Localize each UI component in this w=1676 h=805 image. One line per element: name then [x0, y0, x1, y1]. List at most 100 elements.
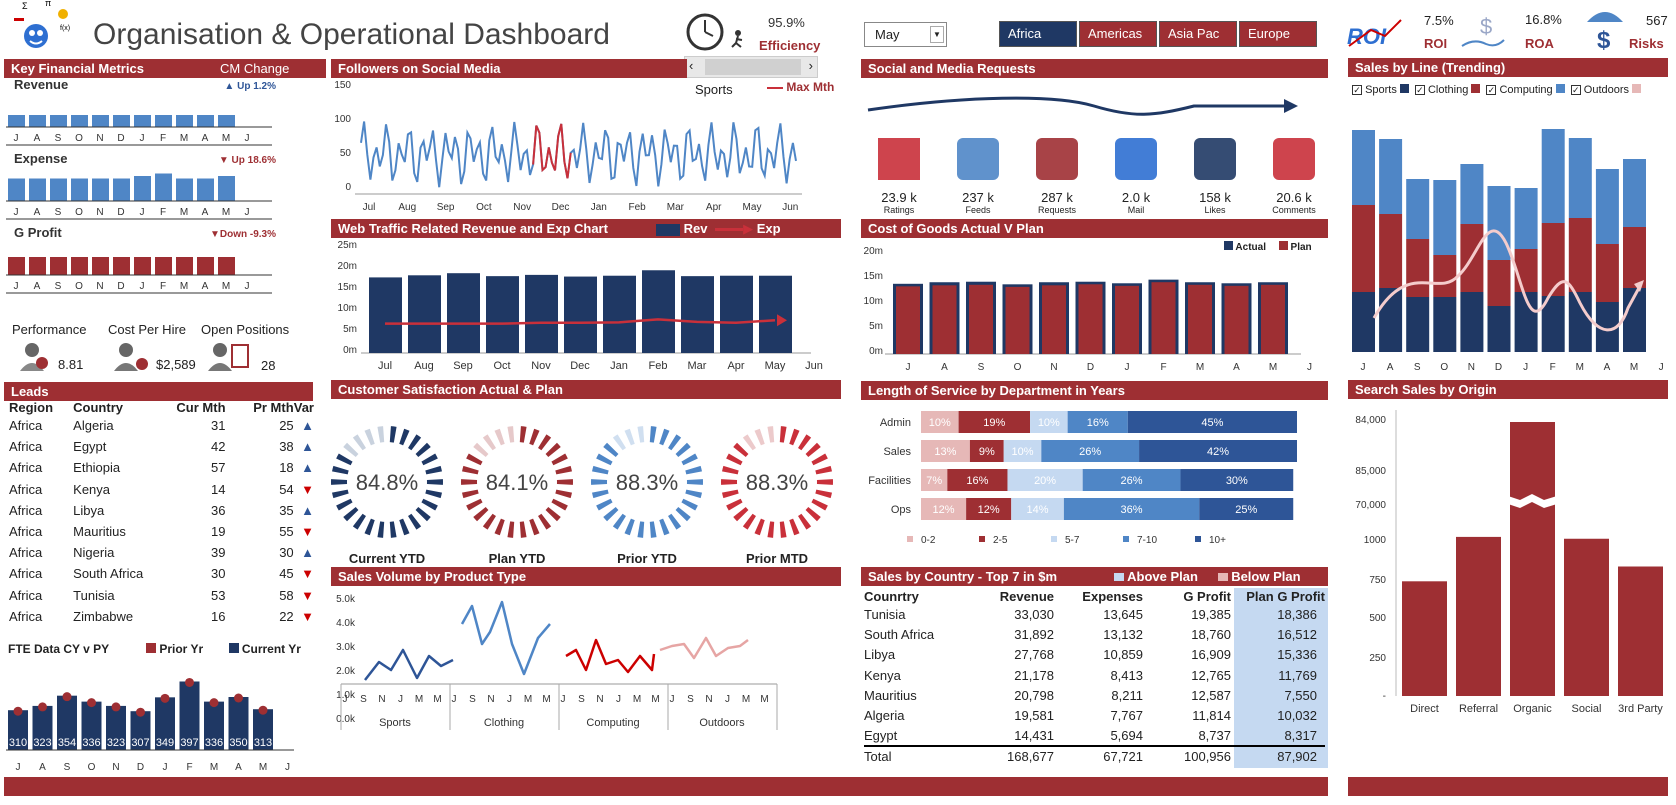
svg-text:f(x): f(x) — [60, 25, 70, 32]
arrow-up-icon: ▲ — [301, 439, 314, 455]
sso-bar — [1618, 566, 1663, 696]
sbl-legend[interactable]: ✓ Sports ✓ Clothing ✓ Computing ✓ Outdoo… — [1348, 84, 1673, 96]
month-select-value: May — [875, 27, 900, 42]
csat-segment — [425, 465, 442, 475]
csat-segment — [462, 489, 479, 499]
web-month-label: Nov — [531, 360, 551, 372]
slider-thumb[interactable] — [705, 59, 801, 75]
web-month-label: Feb — [649, 360, 668, 372]
region-europe-button[interactable]: Europe — [1239, 21, 1317, 47]
mascot-icon: Σ π f(x) — [14, 0, 70, 48]
slider[interactable]: ‹ › — [684, 56, 818, 78]
leads-row: Africa Zimbabwe 16 22 ▼ — [9, 606, 314, 627]
chevron-down-icon[interactable]: ▼ — [930, 26, 944, 43]
csat-segment — [637, 521, 645, 538]
gprofit-month-label: F — [160, 281, 166, 292]
region-africa-button[interactable]: Africa — [999, 21, 1077, 47]
slider-right-arrow[interactable]: › — [808, 58, 813, 73]
leads-cell: Africa — [9, 524, 43, 540]
sbl-legend-swatch — [1632, 84, 1642, 93]
slider-left-arrow[interactable]: ‹ — [689, 58, 694, 73]
fte-prior-marker — [258, 705, 268, 715]
los-segment — [1007, 469, 1083, 491]
los-segment — [921, 498, 967, 520]
sso-category-label: Referral — [1459, 703, 1498, 715]
csat-segment — [555, 465, 572, 475]
los-legend-label: 2-5 — [993, 535, 1008, 546]
sbl-computing-bar — [1352, 130, 1375, 205]
fte-prior-marker — [38, 702, 47, 712]
checkbox-icon[interactable]: ✓ — [1570, 85, 1581, 95]
los-segment-label: 16% — [966, 475, 988, 487]
csat-segment — [685, 465, 702, 475]
fte-prior-marker — [209, 698, 219, 708]
sct-col-expenses: Expenses — [1082, 589, 1143, 604]
los-segment-label: 20% — [1034, 475, 1056, 487]
csat-segment — [722, 489, 739, 499]
leads-row: Africa Algeria 31 25 ▲ — [9, 415, 314, 436]
csat-segment — [779, 521, 787, 538]
sct-col-revenue: Revenue — [999, 589, 1054, 604]
los-legend-swatch — [1051, 536, 1057, 542]
csat-header: Customer Satisfaction Actual & Plan — [331, 380, 841, 399]
csat-segment — [767, 426, 775, 443]
los-legend-swatch — [979, 536, 985, 542]
los-row-label: Sales — [883, 446, 911, 458]
csat-segment — [596, 453, 613, 466]
los-chart: Admin 10% 19% 10% 16% 45% Sales 13% 9% 10% 26% 42% F… — [868, 411, 1297, 546]
checkbox-icon[interactable]: ✓ — [1352, 85, 1362, 95]
sct-cell: 13,132 — [1103, 626, 1143, 642]
los-segment — [969, 440, 1004, 462]
checkbox-icon[interactable]: ✓ — [1414, 85, 1425, 95]
sbl-legend-item[interactable]: ✓ Clothing — [1414, 84, 1481, 96]
leads-cell: 30 — [279, 545, 294, 561]
fte-month-label: D — [137, 762, 144, 773]
checkbox-icon[interactable]: ✓ — [1486, 85, 1497, 95]
sbl-computing-bar — [1406, 179, 1430, 239]
leads-cell: 30 — [211, 566, 226, 582]
sbl-legend-item[interactable]: ✓ Outdoors — [1570, 84, 1642, 96]
gprofit-month-label: O — [75, 281, 83, 292]
fte-bar — [130, 711, 151, 750]
csat-segment — [332, 489, 349, 499]
web-y-tick: 20m — [338, 261, 357, 272]
sbl-month-label: D — [1495, 362, 1502, 373]
revenue-month-label: O — [75, 133, 83, 144]
month-select[interactable]: May ▼ — [864, 22, 947, 47]
fte-month-label: M — [259, 762, 267, 773]
revenue-bar — [8, 115, 25, 127]
sbl-month-label: A — [1604, 362, 1611, 373]
csat-segment — [592, 489, 609, 499]
fte-value-label: 350 — [229, 737, 247, 749]
csat-value: 88.3% — [746, 470, 808, 495]
sbl-computing-bar — [1460, 164, 1484, 224]
csat-segment — [659, 518, 670, 536]
revenue-bar — [29, 115, 46, 127]
arrow-up-icon: ▲ — [301, 502, 314, 518]
web-rev-bar — [720, 275, 753, 353]
sct-cell: 18,386 — [1277, 606, 1317, 622]
csat-segment — [519, 426, 527, 443]
sbl-sports-bar — [1595, 302, 1619, 352]
sct-cell: Libya — [864, 647, 896, 663]
gprofit-label: G Profit — [14, 225, 62, 240]
csat-segment — [343, 442, 359, 458]
svol-y-tick: 2.0k — [336, 666, 356, 677]
los-row-label: Facilities — [868, 475, 911, 487]
web-month-label: Mar — [688, 360, 707, 372]
svol-y-tick: 3.0k — [336, 642, 356, 653]
region-asiapac-button[interactable]: Asia Pac — [1159, 21, 1237, 47]
sct-col-gprofit: G Profit — [1183, 589, 1231, 604]
region-americas-button[interactable]: Americas — [1079, 21, 1157, 47]
csat-segment — [624, 428, 635, 446]
cogs-month-label: N — [1050, 362, 1057, 373]
csat-segment — [377, 521, 385, 538]
sbl-legend-item[interactable]: ✓ Sports — [1352, 84, 1409, 96]
fte-value-label: 313 — [254, 737, 272, 749]
svg-text:ROI: ROI — [1347, 24, 1387, 49]
expense-month-label: J — [140, 207, 145, 218]
csat-segment — [754, 428, 765, 446]
fte-value-label: 354 — [58, 737, 76, 749]
los-segment-label: 10% — [1038, 417, 1060, 429]
sbl-legend-item[interactable]: ✓ Computing — [1486, 84, 1565, 96]
